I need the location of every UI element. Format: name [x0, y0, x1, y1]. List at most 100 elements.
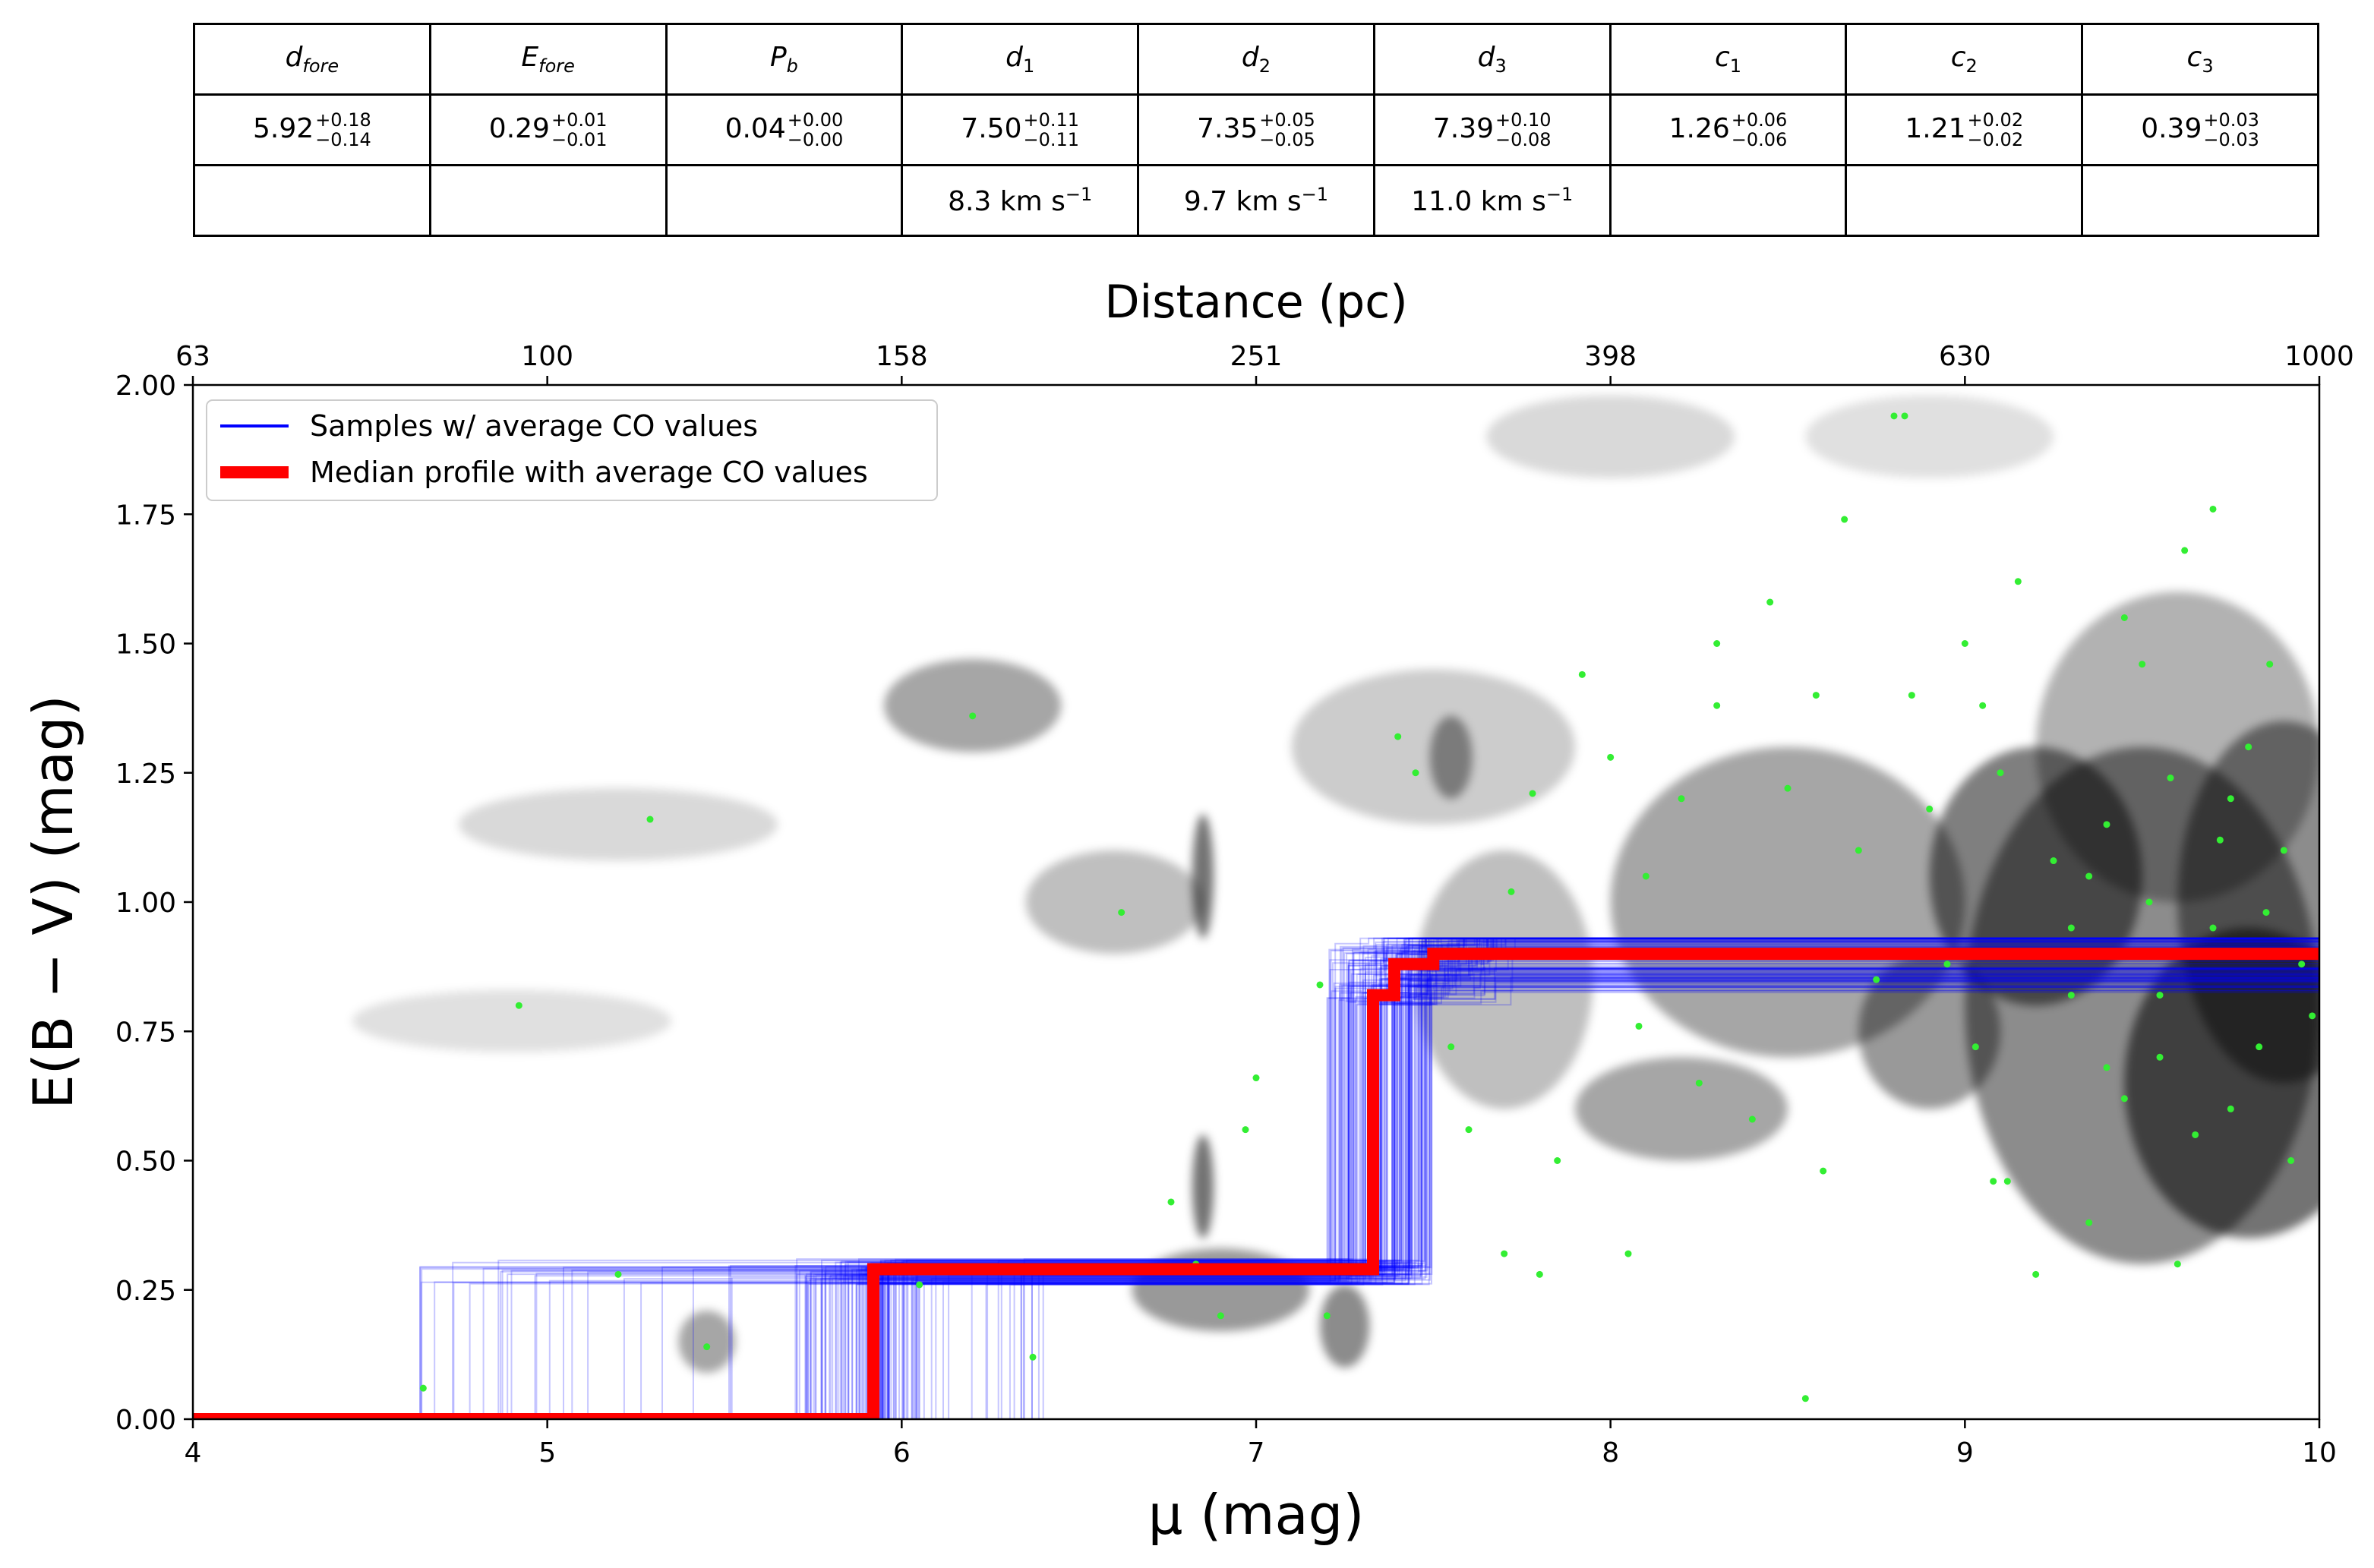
density-blob — [1192, 814, 1214, 939]
star-point — [1713, 640, 1721, 647]
velocity-cell — [193, 164, 431, 237]
header-cell: dfore — [193, 23, 431, 96]
sample-profile — [193, 945, 2319, 1419]
star-point — [2287, 1157, 2295, 1164]
star-point — [1465, 1126, 1473, 1134]
top-tick-label: 1000 — [2284, 341, 2354, 372]
sample-profile — [193, 937, 2319, 1419]
y-tick-label: 0.50 — [115, 1147, 176, 1178]
star-point — [1812, 692, 1820, 699]
sample-profile — [193, 937, 2319, 1419]
sample-profile — [193, 945, 2319, 1419]
sample-profile — [193, 937, 2319, 1419]
density-blob — [1805, 395, 2054, 478]
star-point — [2032, 1270, 2040, 1278]
sample-profile — [193, 945, 2319, 1419]
star-point — [2103, 821, 2110, 828]
sample-profile — [193, 939, 2319, 1419]
star-point — [2120, 614, 2128, 621]
star-point — [1242, 1126, 1249, 1134]
sample-profile — [193, 967, 2319, 1419]
star-point — [1607, 753, 1615, 761]
median-line — [193, 948, 2319, 1419]
sample-profile — [193, 941, 2319, 1419]
sample-profile — [193, 965, 2319, 1419]
density-blob — [352, 989, 671, 1052]
header-cell: Pb — [665, 23, 904, 96]
sample-profile — [193, 937, 2319, 1419]
density-blob — [1291, 669, 1575, 825]
sample-profile — [193, 937, 2319, 1419]
x-tick-label: 5 — [538, 1437, 556, 1469]
value-cell: 5.92 +0.18 −0.14 — [193, 93, 431, 166]
sample-profile — [193, 937, 2319, 1419]
sample-profile — [193, 986, 2319, 1419]
star-point — [1642, 872, 1649, 880]
sample-profile — [193, 967, 2319, 1419]
sample-profile — [193, 942, 2319, 1419]
y-tick-label: 0.00 — [115, 1405, 176, 1436]
sample-profile — [193, 937, 2319, 1419]
top-tick-label: 63 — [175, 341, 210, 372]
star-point — [1507, 888, 1515, 895]
density-blob — [2035, 592, 2319, 902]
sample-profile — [193, 968, 2319, 1419]
sample-profile — [193, 969, 2319, 1419]
sample-profile — [193, 974, 2319, 1419]
star-point — [2067, 924, 2075, 932]
star-point — [1624, 1250, 1632, 1257]
sample-profile — [193, 937, 2319, 1419]
sample-profile — [193, 968, 2319, 1419]
sample-profile — [193, 976, 2319, 1419]
density-blob — [678, 1310, 736, 1373]
sample-profile — [193, 937, 2319, 1419]
density-map — [352, 395, 2319, 1373]
sample-profile — [193, 986, 2319, 1419]
star-point — [2167, 775, 2174, 782]
star-point — [2209, 505, 2217, 513]
top-tick-label: 158 — [876, 341, 928, 372]
star-point — [2003, 1178, 2011, 1185]
x-axis-label: μ (mag) — [1148, 1483, 1365, 1547]
sample-profile — [193, 937, 2319, 1419]
y-tick-label: 1.00 — [115, 888, 176, 919]
x-tick-label: 8 — [1602, 1437, 1619, 1469]
x-tick-label: 10 — [2302, 1437, 2337, 1469]
star-point — [1316, 981, 1324, 989]
star-point — [1678, 795, 1685, 803]
sample-profile — [193, 940, 2319, 1419]
star-point — [2280, 847, 2287, 854]
value-cell: 1.26 +0.06 −0.06 — [1608, 93, 1848, 166]
sample-profile — [193, 967, 2319, 1419]
sample-profile — [193, 937, 2319, 1419]
sample-profile — [193, 975, 2319, 1419]
top-axis: 63 100 158 251 398 630 1000 — [175, 341, 2354, 385]
star-point — [1961, 640, 1968, 647]
sample-profile — [193, 937, 2319, 1419]
sample-profile — [193, 937, 2319, 1419]
sample-profile — [193, 937, 2319, 1419]
star-point — [2227, 795, 2234, 803]
sample-profile — [193, 955, 2319, 1419]
star-point — [1252, 1074, 1260, 1082]
star-point — [419, 1384, 427, 1392]
y-tick-label: 1.25 — [115, 759, 176, 790]
value-cell: 7.35 +0.05 −0.05 — [1137, 93, 1375, 166]
sample-profile — [193, 937, 2319, 1419]
density-blob — [1416, 850, 1593, 1109]
star-point — [1979, 702, 1987, 709]
velocity-cell — [428, 164, 668, 237]
top-tick-label: 251 — [1230, 341, 1283, 372]
x-tick-label: 6 — [893, 1437, 911, 1469]
sample-profile — [193, 937, 2319, 1419]
star-point — [1029, 1353, 1037, 1361]
parameter-table: dfore Efore Pb d1 d2 d3 c1 c2 c3 5.92 +0.… — [193, 23, 2319, 237]
sample-profile — [193, 986, 2319, 1419]
sample-profile — [193, 972, 2319, 1419]
star-point — [2120, 1095, 2128, 1103]
star-point — [1990, 1178, 1997, 1185]
star-point — [614, 1270, 622, 1278]
y-axis: 0.00 0.25 0.50 0.75 1.00 1.25 1.50 1.75 2.00 — [115, 371, 193, 1436]
star-point — [1529, 790, 1536, 797]
